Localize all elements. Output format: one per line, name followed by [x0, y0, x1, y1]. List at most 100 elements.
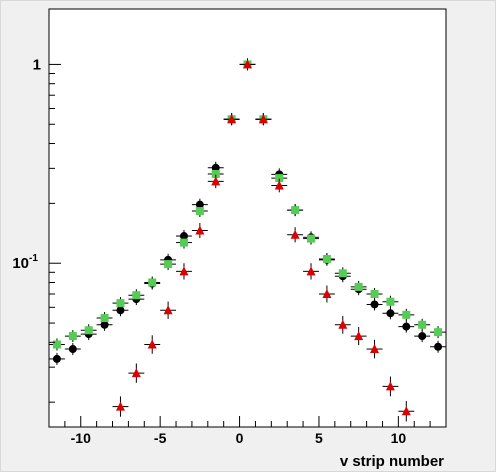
- square-marker: [116, 299, 125, 308]
- triangle-marker: [195, 225, 205, 235]
- data-point: [430, 340, 446, 353]
- data-point: [255, 113, 272, 126]
- data-point: [303, 232, 319, 245]
- triangle-marker: [370, 344, 380, 354]
- data-point: [287, 227, 304, 243]
- square-marker: [211, 170, 220, 179]
- data-point: [191, 223, 208, 239]
- square-marker: [148, 278, 157, 287]
- square-marker: [370, 290, 379, 299]
- x-tick-label: -5: [154, 430, 167, 446]
- data-point: [382, 376, 399, 397]
- triangle-marker: [115, 401, 125, 411]
- plot-frame: [48, 8, 447, 428]
- data-point: [176, 263, 192, 280]
- circle-marker: [195, 200, 204, 209]
- data-point: [144, 276, 161, 289]
- data-point: [382, 295, 399, 308]
- data-point: [128, 363, 145, 383]
- data-point: [398, 320, 415, 333]
- triangle-marker: [211, 176, 221, 186]
- square-marker: [195, 207, 204, 216]
- data-point: [49, 338, 65, 351]
- data-point: [318, 285, 335, 303]
- x-tick-label: 10: [391, 430, 407, 446]
- data-point: [49, 352, 65, 365]
- y-tick-label: 1: [33, 56, 41, 73]
- triangle-marker: [338, 319, 348, 329]
- data-marks: [49, 58, 446, 422]
- square-marker: [386, 297, 395, 306]
- data-point: [144, 335, 161, 354]
- square-marker: [275, 174, 284, 183]
- data-point: [223, 113, 240, 126]
- square-marker: [307, 234, 316, 243]
- data-point: [112, 396, 129, 417]
- circle-marker: [179, 232, 188, 241]
- data-point: [191, 205, 208, 218]
- data-point: [366, 298, 383, 311]
- circle-marker: [52, 354, 61, 363]
- circle-marker: [434, 342, 443, 351]
- data-point: [303, 263, 319, 280]
- triangle-marker: [227, 114, 237, 124]
- data-point: [80, 324, 97, 337]
- data-point: [112, 297, 129, 310]
- square-marker: [291, 206, 300, 215]
- square-marker: [68, 332, 77, 341]
- triangle-marker: [401, 406, 411, 416]
- square-marker: [418, 320, 427, 329]
- triangle-marker: [354, 331, 364, 341]
- data-point: [334, 267, 351, 280]
- triangle-marker: [290, 229, 300, 239]
- triangle-marker: [258, 114, 268, 124]
- square-marker: [100, 314, 109, 323]
- square-marker: [354, 282, 363, 291]
- data-point: [128, 289, 145, 302]
- square-marker: [434, 328, 443, 337]
- triangle-marker: [147, 339, 157, 349]
- data-point: [414, 330, 431, 343]
- circle-marker: [211, 163, 220, 172]
- data-point: [64, 343, 81, 356]
- circle-marker: [116, 306, 125, 315]
- data-point: [414, 318, 431, 331]
- circle-marker: [402, 322, 411, 331]
- data-point: [398, 401, 415, 422]
- data-point: [160, 258, 177, 271]
- square-marker: [402, 310, 411, 319]
- data-point: [96, 312, 113, 325]
- triangle-marker: [385, 381, 395, 391]
- triangle-marker: [131, 368, 141, 378]
- y-tick-label: 10: [12, 255, 29, 272]
- x-tick-label: 5: [315, 430, 323, 446]
- data-point: [160, 301, 177, 319]
- square-marker: [338, 269, 347, 278]
- data-point: [366, 288, 383, 301]
- square-marker: [179, 238, 188, 247]
- data-point: [271, 178, 288, 193]
- y-tick-exponent: -1: [29, 253, 38, 264]
- triangle-marker: [179, 266, 189, 276]
- triangle-marker: [274, 180, 284, 190]
- data-point: [382, 307, 399, 320]
- square-marker: [132, 291, 141, 300]
- x-tick-label: -10: [71, 430, 91, 446]
- data-point: [366, 339, 383, 359]
- square-marker: [84, 326, 93, 335]
- data-point: [334, 315, 351, 334]
- data-point: [207, 174, 224, 189]
- data-point: [64, 330, 81, 343]
- data-point: [176, 236, 192, 249]
- square-marker: [164, 260, 173, 269]
- x-tick-label: 0: [236, 430, 244, 446]
- triangle-marker: [163, 305, 173, 315]
- data-point: [430, 326, 446, 339]
- triangle-marker: [306, 266, 316, 276]
- circle-marker: [418, 332, 427, 341]
- circle-marker: [370, 300, 379, 309]
- data-point: [398, 308, 415, 321]
- triangle-marker: [322, 289, 332, 299]
- circle-marker: [100, 320, 109, 329]
